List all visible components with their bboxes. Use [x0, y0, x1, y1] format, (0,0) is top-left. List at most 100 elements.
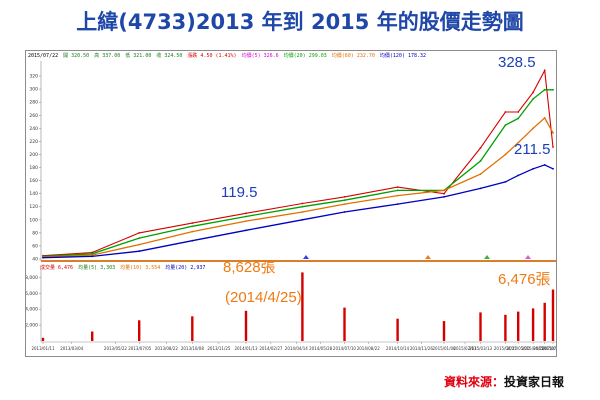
chart-title: 上緯(4733)2013 年到 2015 年的股價走勢圖: [76, 10, 524, 34]
date-tick-label: 2015/06/16: [522, 346, 546, 351]
annotation-volume-peak: 8,628張: [223, 259, 276, 276]
series-point: [343, 199, 346, 202]
series-point: [91, 251, 94, 254]
series-point: [504, 153, 507, 156]
volume-bar: [551, 289, 555, 341]
volume-tick-label: 6,000: [26, 291, 38, 297]
date-tick-label: 2014/02/27: [259, 346, 283, 351]
series-point: [517, 141, 520, 144]
price-tick-label: 280: [29, 100, 38, 106]
volume-info-item-1: 均量(5) 3,303: [78, 265, 116, 271]
price-info-item-5: 漲跌 4.50 (1.41%): [187, 53, 237, 59]
series-point: [396, 203, 399, 206]
series-point: [479, 160, 482, 162]
series-point: [517, 117, 520, 120]
marker-triangle-green: [484, 255, 490, 259]
annotation-start: 119.5: [221, 184, 258, 201]
series-point: [517, 174, 520, 177]
series-point: [343, 196, 346, 198]
series-point: [138, 237, 141, 240]
date-tick-label: 2014/11/26: [410, 346, 434, 351]
price-tick-label: 240: [29, 126, 38, 132]
series-point: [343, 211, 346, 213]
volume-tick-label: 4,000: [26, 307, 38, 313]
series-point: [245, 220, 247, 223]
volume-info-item-2: 均量(10) 3,554: [120, 265, 161, 271]
volume-info-bar: 成交量 6,476 均量(5) 3,303 均量(10) 3,554 均量(20) 2…: [40, 265, 210, 271]
series-point: [301, 205, 304, 208]
series-point: [138, 232, 141, 234]
date-tick-label: 2014/10/14: [386, 346, 410, 351]
series-point: [138, 243, 141, 246]
price-tick-label: 260: [29, 113, 38, 119]
price-tick-label: 60: [32, 243, 38, 249]
date-tick-label: 2014/07/10: [333, 346, 357, 351]
series-point: [443, 189, 445, 192]
annotation-low-2015: 211.5: [514, 141, 551, 158]
price-info-item-6: 均價(5) 326.6: [241, 53, 279, 59]
price-tick-label: 300: [29, 87, 38, 93]
series-point: [343, 203, 346, 206]
date-tick-label: 2014/08/22: [357, 346, 381, 351]
series-point: [552, 88, 554, 91]
series-point: [532, 91, 534, 94]
series-point: [504, 124, 507, 126]
series-point: [191, 222, 194, 225]
volume-bar: [543, 302, 546, 341]
volume-bar: [91, 331, 94, 341]
volume-bar: [244, 310, 248, 341]
volume-bar: [343, 307, 346, 341]
series-point: [301, 218, 304, 221]
volume-bar: [138, 320, 141, 341]
source-credit: 資料來源：投資家日報: [444, 373, 564, 390]
series-point: [552, 146, 554, 148]
series-point: [532, 167, 534, 170]
series-point: [42, 256, 44, 259]
date-tick-label: 2015/05/20: [507, 346, 531, 351]
series-line: [42, 116, 554, 258]
series-point: [543, 88, 546, 91]
price-tick-label: 80: [32, 230, 38, 236]
series-point: [552, 132, 554, 134]
volume-info-item-0: 成交量 6,476: [40, 265, 74, 271]
series-point: [91, 252, 94, 255]
series-point: [138, 250, 141, 253]
price-tick-label: 200: [29, 152, 38, 158]
series-point: [532, 127, 534, 130]
volume-bar: [41, 337, 45, 341]
series-point: [479, 187, 482, 190]
price-info-item-9: 均價(120) 178.32: [379, 53, 427, 59]
date-tick-label: 2013/03/04: [60, 346, 84, 351]
date-tick-label: 2015/01/06: [432, 346, 456, 351]
price-tick-label: 180: [29, 165, 38, 171]
series-point: [301, 211, 304, 213]
series-point: [91, 254, 94, 256]
series-point: [191, 225, 194, 228]
volume-tick-label: 2,000: [26, 323, 38, 329]
marker-triangle-blue: [303, 255, 309, 259]
volume-bar: [517, 311, 520, 341]
date-tick-label: 2013/08/22: [155, 346, 179, 351]
price-tick-label: 160: [29, 178, 38, 184]
date-tick-label: 2015/04/27: [494, 346, 518, 351]
series-point: [552, 167, 554, 170]
volume-bar: [531, 308, 535, 341]
marker-triangle-pink: [525, 255, 531, 259]
volume-bar: [191, 316, 194, 341]
series-point: [443, 192, 445, 195]
series-point: [479, 173, 482, 175]
price-info-item-3: 低 321.00: [125, 53, 152, 59]
price-tick-label: 140: [29, 191, 38, 197]
price-tick-label: 220: [29, 139, 38, 145]
price-info-item-2: 高 337.00: [94, 53, 121, 59]
price-info-item-8: 均價(60) 232.70: [331, 53, 375, 59]
series-point: [396, 186, 399, 189]
source-label: 資料來源：: [443, 375, 504, 389]
date-tick-label: 2014/01/13: [234, 346, 258, 351]
series-point: [301, 202, 304, 205]
price-info-item-7: 均價(20) 299.03: [283, 53, 327, 59]
annotation-high: 328.5: [498, 54, 536, 71]
marker-triangle-orange: [425, 255, 431, 259]
series-point: [504, 111, 507, 113]
date-tick-label: 2014/05/28: [309, 346, 333, 351]
